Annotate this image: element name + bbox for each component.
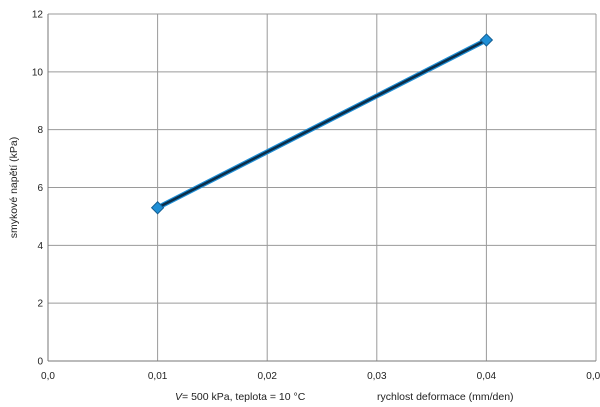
- series-line: [156, 38, 488, 209]
- conditions-note-symbol: V: [175, 391, 183, 403]
- x-tick-label: 0,0: [41, 371, 55, 382]
- data-point-marker: [479, 33, 494, 47]
- axes: [47, 14, 596, 362]
- x-tick-label: 0,03: [367, 371, 387, 382]
- y-tick-label: 12: [32, 10, 44, 21]
- y-tick-label: 8: [37, 125, 43, 136]
- conditions-note-text: = 500 kPa, teplota = 10 °C: [182, 391, 306, 403]
- x-tick-label: 0,04: [477, 371, 497, 382]
- y-axis-label: smykové napětí (kPa): [8, 137, 20, 239]
- x-axis-label: rychlost deformace (mm/den): [377, 391, 514, 403]
- data-point-marker: [150, 201, 165, 215]
- y-tick-label: 4: [37, 241, 43, 252]
- series-group: [150, 33, 494, 215]
- y-tick-label: 6: [37, 183, 43, 194]
- x-tick-label: 0,01: [148, 371, 168, 382]
- y-tick-label: 10: [32, 67, 44, 78]
- y-tick-label: 2: [37, 299, 43, 310]
- grid: [48, 13, 597, 361]
- conditions-note: V= 500 kPa, teplota = 10 °C: [175, 391, 306, 403]
- y-tick-label: 0: [37, 357, 43, 368]
- x-tick-label: 0,02: [257, 371, 277, 382]
- tick-labels: 0 2 4 6 8 10 12 0,0 0,01 0,02 0,03 0,04 0,05: [32, 10, 600, 383]
- x-tick-label: 0,05: [586, 371, 600, 382]
